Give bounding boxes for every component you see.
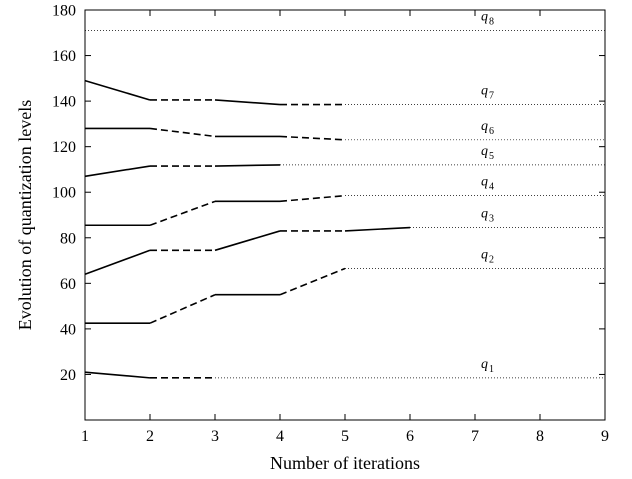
q7-segment [214,99,281,106]
x-axis-title: Number of iterations [270,453,420,473]
q7-segment [84,79,151,101]
q6-label: q6 [481,119,494,137]
x-tick-label: 7 [471,428,479,445]
x-tick-label: 4 [276,428,284,445]
q6-segment [149,127,216,138]
x-tick-label: 3 [211,428,219,445]
y-tick-label: 180 [52,3,76,20]
q5-label: q5 [481,144,494,162]
q3-segment [214,230,281,252]
q3-label: q3 [481,207,494,225]
q2-segment [279,267,346,296]
y-tick-label: 40 [60,321,76,338]
plot-frame [84,9,606,421]
x-tick-label: 8 [536,428,544,445]
axis-ticks [85,10,605,420]
q1-label: q1 [481,357,494,375]
q2-segment [149,293,216,324]
q8-label: q8 [481,10,494,28]
y-tick-label: 120 [52,139,76,156]
series-labels: q1 q2 q3 q4 q5 q6 q7 q8 [481,10,494,375]
q4-segment [149,200,216,227]
tick-labels: 1 2 3 4 5 6 7 8 9 20 40 60 80 100 120 140 160 180 [52,3,609,446]
q4-segment [279,194,346,203]
q1-segment [84,371,151,379]
q3-segment [84,249,151,275]
x-tick-label: 5 [341,428,349,445]
dotted-extension-lines [85,30,605,379]
y-tick-label: 60 [60,276,76,293]
q4-label: q4 [481,175,494,193]
y-tick-label: 100 [52,185,76,202]
y-tick-label: 80 [60,230,76,247]
x-tick-label: 1 [81,428,89,445]
series-lines [84,79,411,379]
q6-segment [279,135,346,141]
q3-segment [344,226,411,232]
q2-label: q2 [481,248,494,266]
q7-label: q7 [481,84,494,102]
x-tick-label: 2 [146,428,154,445]
y-tick-label: 20 [60,367,76,384]
y-tick-label: 140 [52,94,76,111]
y-tick-label: 160 [52,48,76,65]
y-axis-title: Evolution of quantization levels [15,100,35,330]
q5-segment [214,164,281,167]
x-tick-label: 6 [406,428,414,445]
x-tick-label: 9 [601,428,609,445]
q5-segment [84,165,151,178]
